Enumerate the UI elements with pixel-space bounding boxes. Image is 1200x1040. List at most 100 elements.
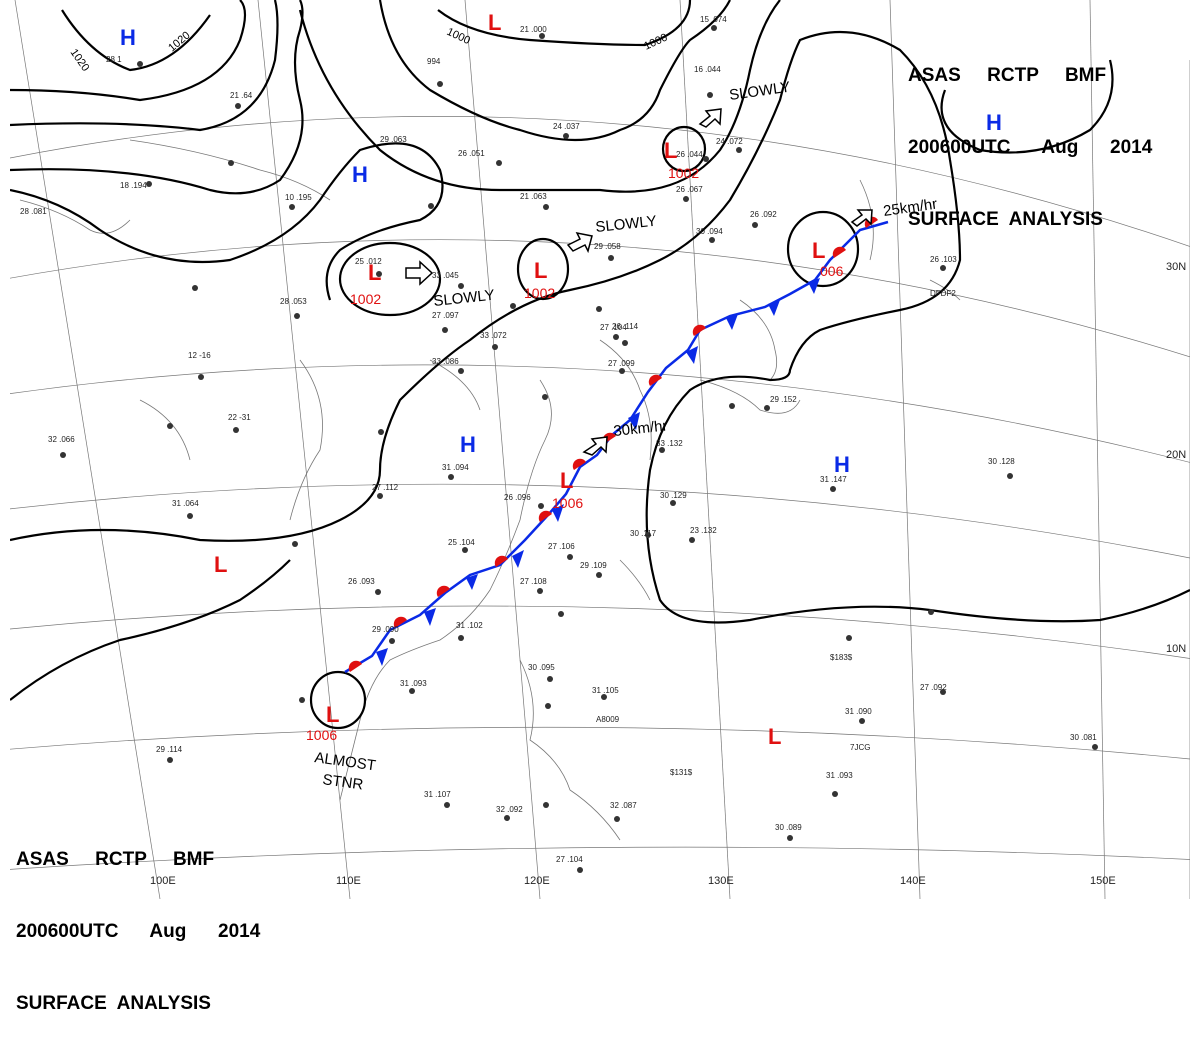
pressure-centers: H H H H H L L 1002 L 1002 L 1002 L 1006 … (120, 10, 1002, 749)
low-center: L (812, 238, 825, 263)
low-pressure: 1002 (350, 291, 381, 307)
station-label: 21 .063 (520, 192, 547, 201)
station-label: 33 .072 (480, 331, 507, 340)
station-label: 23 .132 (690, 526, 717, 535)
low-pressure: 1002 (668, 165, 699, 181)
station-label: 33 .132 (656, 439, 683, 448)
station-label: 30 .094 (696, 227, 723, 236)
station-label: 26 .067 (676, 185, 703, 194)
station-label: 26 .092 (750, 210, 777, 219)
station-label: 27 .106 (548, 542, 575, 551)
isobars (10, 0, 1190, 730)
station-label: 33 .045 (432, 271, 459, 280)
station-label: 26 .096 (504, 493, 531, 502)
station-label: A8009 (596, 715, 620, 724)
station-label: 32 .092 (496, 805, 523, 814)
station-label: 30 .095 (528, 663, 555, 672)
station-label: 22 -31 (228, 413, 251, 422)
low-center: L (534, 258, 547, 283)
station-labels: 28 1 994 21 .64 29 .063 26 .051 24 .037 … (20, 15, 1097, 864)
motion-arrows (405, 108, 873, 456)
longitude-label: 130E (708, 875, 734, 887)
station-label: 30 .128 (988, 457, 1015, 466)
low-center: L (768, 724, 781, 749)
station-label: 16 .044 (694, 65, 721, 74)
station-label: 31 .147 (820, 475, 847, 484)
station-label: 31 .105 (592, 686, 619, 695)
isobar-labels: 1020 1020 1000 1000 (68, 26, 670, 74)
motion-label: SLOWLY (595, 213, 658, 236)
header-line: ASAS RCTP BMF (908, 65, 1107, 86)
isobar-label: 1020 (68, 47, 92, 74)
arrow-icon (566, 231, 593, 254)
header-line: ASAS RCTP BMF (16, 849, 215, 870)
station-label: $183$ (830, 653, 853, 662)
station-label: 30 .081 (1070, 733, 1097, 742)
low-center: L (488, 10, 501, 35)
station-label: 31 .064 (172, 499, 199, 508)
header-top-right: ASAS RCTP BMF 200600UTC Aug 2014 SURFACE… (908, 16, 1152, 256)
motion-label: STNR (321, 771, 364, 794)
high-center: H (120, 25, 136, 50)
station-label: 26 .093 (348, 577, 375, 586)
station-label: 994 (427, 57, 441, 66)
low-pressure: 1006 (306, 727, 337, 743)
high-center: H (352, 162, 368, 187)
isobar-label: 1000 (445, 26, 472, 47)
low-center: L (214, 552, 227, 577)
motion-label: 30km/hr (613, 417, 669, 440)
isobar-label: 1020 (166, 29, 192, 54)
station-label: 29 .058 (594, 242, 621, 251)
low-center: L (560, 468, 573, 493)
station-label: 29 .063 (380, 135, 407, 144)
station-label: 31 .102 (456, 621, 483, 630)
header-line: 200600UTC Aug 2014 (16, 921, 261, 942)
longitude-label: 100E (150, 875, 176, 887)
station-label: 26 .051 (458, 149, 485, 158)
coastlines (19, 139, 961, 841)
station-label: 32 .066 (48, 435, 75, 444)
axis-labels: 100E 110E 120E 130E 140E 150E 30N 20N 10… (150, 261, 1186, 887)
station-label: 25 .012 (355, 257, 382, 266)
station-label: 24 .037 (553, 122, 580, 131)
station-label: 33 .086 (432, 357, 459, 366)
station-label: 27 .108 (520, 577, 547, 586)
station-label: 31 .094 (442, 463, 469, 472)
low-pressure: 006 (820, 263, 844, 279)
station-label: 29 .109 (580, 561, 607, 570)
low-center: L (326, 702, 339, 727)
station-label: 29 .090 (372, 625, 399, 634)
longitude-label: 120E (524, 875, 550, 887)
station-label: 27 .092 (920, 683, 947, 692)
station-label: 28 .053 (280, 297, 307, 306)
station-label: 31 .093 (826, 771, 853, 780)
longitude-label: 140E (900, 875, 926, 887)
high-center: H (834, 452, 850, 477)
graticule (10, 0, 1190, 899)
station-label: 29 .152 (770, 395, 797, 404)
station-label: 24 .072 (716, 137, 743, 146)
header-line: SURFACE ANALYSIS (16, 993, 211, 1014)
station-label: 27 .097 (432, 311, 459, 320)
station-label: 26 .044 (676, 150, 703, 159)
station-label: 30 .129 (660, 491, 687, 500)
station-label: 30 .089 (775, 823, 802, 832)
low-center: L (664, 138, 677, 163)
station-label: 15 .074 (700, 15, 727, 24)
surface-analysis-map: 28 1 994 21 .64 29 .063 26 .051 24 .037 … (10, 0, 1190, 899)
station-label: 27 .112 (372, 483, 399, 492)
station-label: 18 .194 (120, 181, 147, 190)
motion-label: SLOWLY (728, 79, 791, 104)
high-center: H (460, 432, 476, 457)
station-glyphs (60, 25, 1098, 873)
station-label: 21 .000 (520, 25, 547, 34)
station-label: 7JCG (850, 743, 870, 752)
arrow-icon (850, 209, 873, 227)
station-label: 32 .087 (610, 801, 637, 810)
header-bottom-left: ASAS RCTP BMF 200600UTC Aug 2014 SURFACE… (16, 800, 260, 1040)
front-line (344, 216, 889, 674)
station-label: 21 .64 (230, 91, 253, 100)
station-label: $131$ (670, 768, 693, 777)
station-label: 25 .104 (448, 538, 475, 547)
latitude-label: 10N (1166, 643, 1186, 655)
